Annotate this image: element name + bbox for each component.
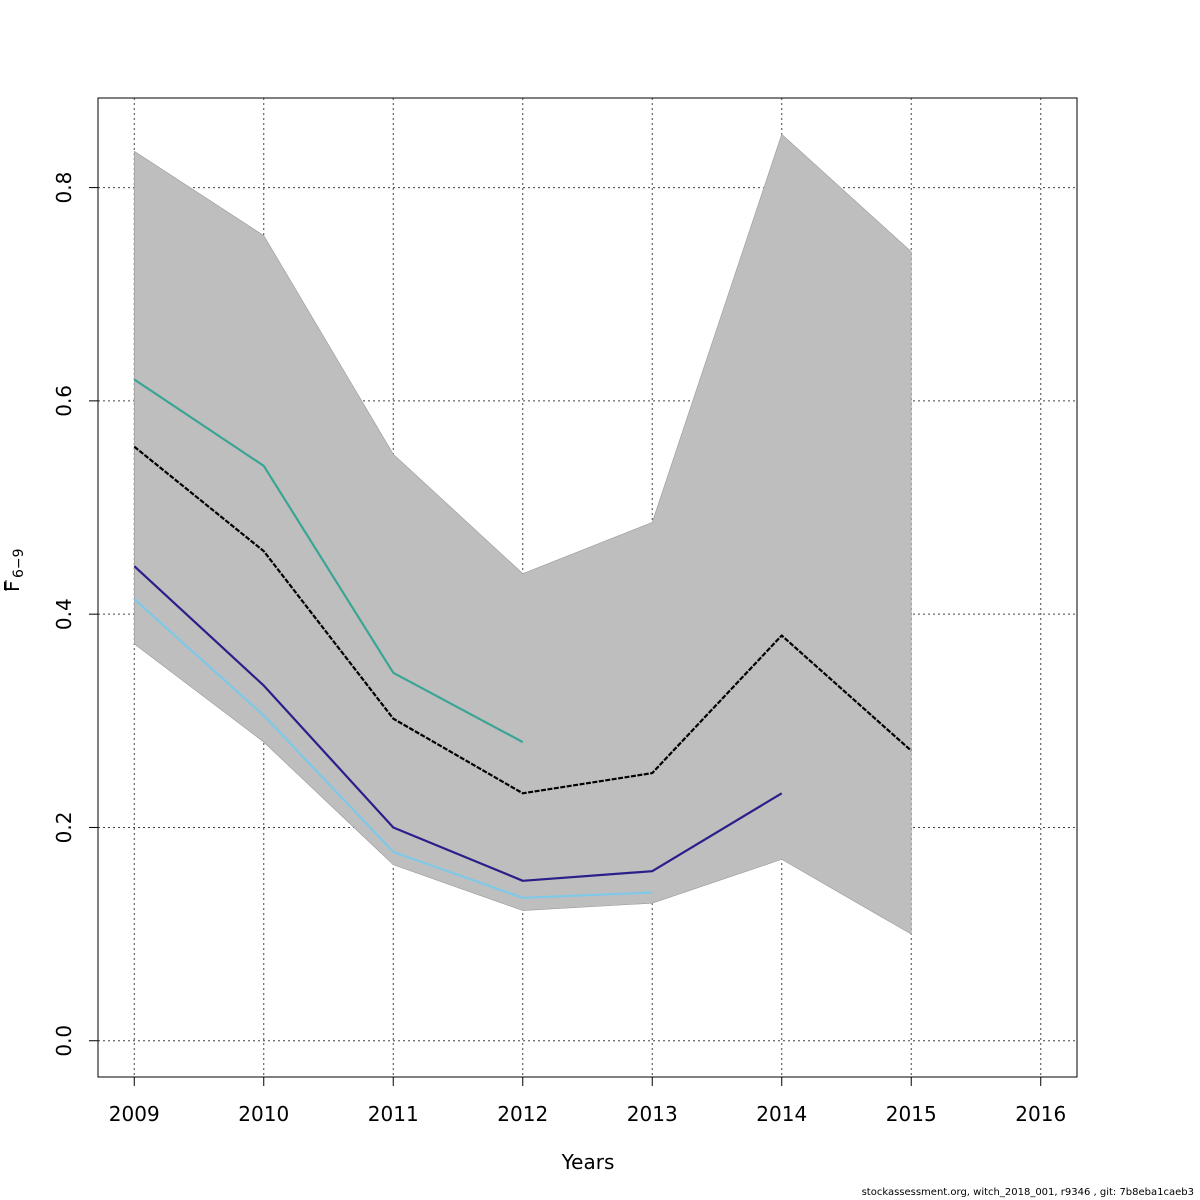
confidence-band — [134, 133, 912, 935]
y-axis: 0.0 0.2 0.4 0.6 0.8 — [52, 172, 98, 1057]
x-axis-title: Years — [561, 1150, 615, 1174]
y-tick-label: 0.2 — [52, 812, 76, 844]
x-tick-label: 2016 — [1015, 1102, 1066, 1126]
x-tick-label: 2013 — [627, 1102, 678, 1126]
y-tick-label: 0.4 — [52, 598, 76, 630]
x-tick-label: 2015 — [886, 1102, 937, 1126]
series-line-2 — [133, 378, 524, 744]
y-tick-label: 0.0 — [52, 1025, 76, 1057]
y-axis-title: F 6−9 — [0, 548, 27, 592]
y-tick-label: 0.8 — [52, 172, 76, 204]
x-tick-label: 2011 — [368, 1102, 419, 1126]
series-line-1 — [133, 445, 912, 795]
x-axis: 2009 2010 2011 2012 2013 2014 2015 2016 — [109, 1077, 1066, 1126]
svg-text:6−9: 6−9 — [11, 548, 27, 578]
svg-text:F: F — [0, 580, 24, 592]
series-lines — [133, 378, 912, 899]
y-tick-label: 0.6 — [52, 385, 76, 417]
series-line-4 — [133, 598, 653, 899]
x-tick-label: 2010 — [238, 1102, 289, 1126]
x-tick-label: 2009 — [109, 1102, 160, 1126]
footer-credit: stockassessment.org, witch_2018_001, r93… — [861, 1187, 1194, 1198]
plot-frame — [97, 97, 1078, 1078]
series-line-3 — [133, 565, 783, 882]
x-tick-label: 2014 — [756, 1102, 807, 1126]
x-tick-label: 2012 — [497, 1102, 548, 1126]
